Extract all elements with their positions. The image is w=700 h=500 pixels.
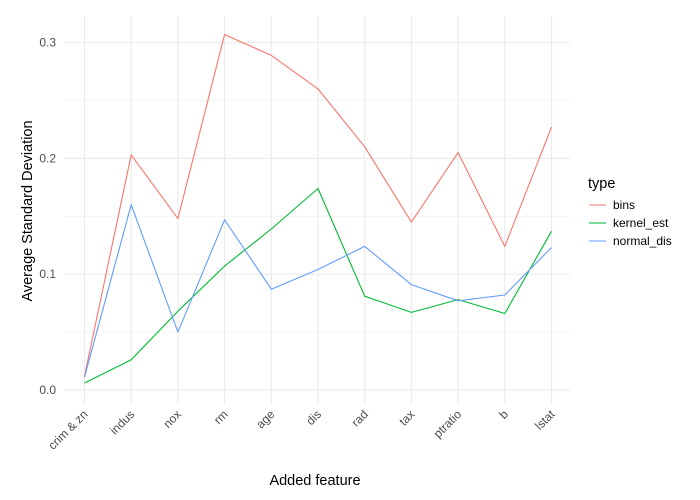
y-tick-label: 0.0 <box>39 383 56 397</box>
legend: type bins kernel_est normal_dis <box>588 176 672 248</box>
y-axis-title: Average Standard Deviation <box>20 120 36 301</box>
x-tick-label: tax <box>396 407 417 428</box>
x-tick-label: rm <box>211 407 231 427</box>
y-axis-tick-labels: 0.0 0.1 0.2 0.3 <box>39 36 56 397</box>
x-tick-label: b <box>496 407 511 422</box>
x-tick-label: crim & zn <box>45 407 90 452</box>
grid-lines <box>64 16 570 405</box>
legend-label-bins: bins <box>613 198 635 212</box>
x-tick-label: lstat <box>532 407 558 433</box>
x-tick-label: ptratio <box>431 407 465 441</box>
series-line-bins <box>83 33 553 377</box>
x-axis-tick-labels: crim & zn indus nox rm age dis rad tax ptratio b l… <box>45 407 558 453</box>
series-lines <box>83 33 553 384</box>
y-tick-label: 0.3 <box>39 36 56 50</box>
x-tick-label: age <box>253 407 277 431</box>
x-tick-label: dis <box>303 407 324 428</box>
series-line-normal-dis <box>83 204 552 378</box>
x-tick-label: indus <box>107 407 137 437</box>
x-tick-label: nox <box>160 407 184 431</box>
legend-label-normal-dis: normal_dis <box>613 234 672 248</box>
legend-title: type <box>588 176 615 192</box>
y-tick-label: 0.2 <box>39 151 56 165</box>
x-axis-title: Added feature <box>269 473 360 489</box>
y-tick-label: 0.1 <box>39 267 56 281</box>
x-tick-label: rad <box>349 407 371 429</box>
legend-label-kernel-est: kernel_est <box>613 216 669 230</box>
series-line-kernel-est <box>84 187 552 384</box>
